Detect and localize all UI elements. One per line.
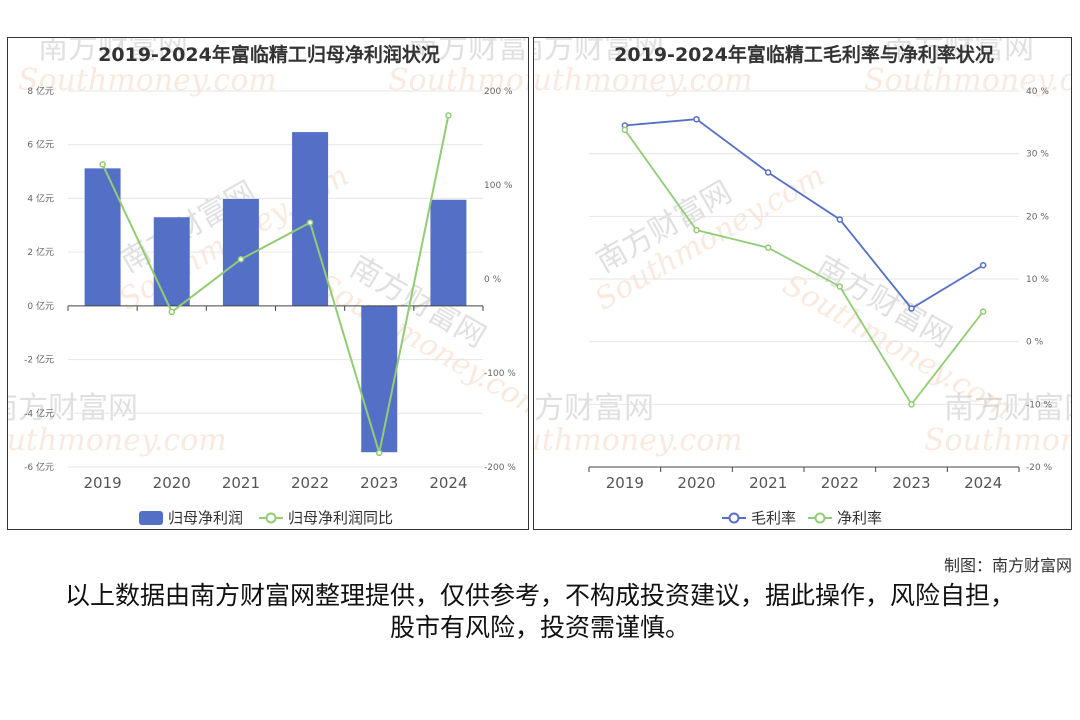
x-tick-label: 2021 [222,474,260,492]
legend-line-marker [265,512,277,524]
series-point-2024 [979,308,987,315]
legend-bar-swatch [139,511,163,525]
series-point-2019 [621,126,629,134]
right-axis-tick-label: 10 % [1026,275,1049,285]
series-point-2024 [979,261,987,269]
watermark-en: Southmoney.com [924,423,1072,458]
bar-2020 [153,217,190,306]
watermark-cn: 南方财富网 [408,38,529,66]
legend-net-marker [814,512,826,524]
series-line-毛利率 [624,118,984,310]
disclaimer-text: 以上数据由南方财富网整理提供，仅供参考，不构成投资建议，据此操作，风险自担，股市… [64,581,1015,642]
watermark-cn: 南方财富网 [944,391,1072,426]
bar-2022 [292,132,329,306]
right-axis-tick-label: -200 % [484,463,516,473]
left-axis-tick-label: -6 亿元 [24,461,54,473]
bar-2023 [361,305,398,453]
right-axis-tick-label: -100 % [484,369,516,379]
watermark-en: Southmoney.com [18,63,277,98]
left-axis-tick-label: 0 亿元 [27,300,54,312]
watermark-cn: 南方财富网 [884,38,1034,66]
x-tick-label: 2019 [83,474,121,492]
net-profit-chart: 南方财富网Southmoney.com南方财富网Southmoney.com南方… [8,38,529,527]
yoy-point-2019 [99,161,106,168]
right-axis-tick-label: 40 % [1026,87,1049,97]
legend-gross-label: 毛利率 [751,509,796,527]
x-tick-label: 2022 [821,474,859,492]
right-axis-tick-label: 20 % [1026,212,1049,222]
x-tick-label: 2020 [677,474,715,492]
legend-line-label: 归母净利润同比 [288,509,393,527]
yoy-point-2021 [237,256,245,263]
net-profit-chart-panel: 南方财富网Southmoney.com南方财富网Southmoney.com南方… [7,37,529,530]
series-point-2021 [764,169,772,176]
legend: 毛利率 净利率 [722,509,882,527]
left-axis-tick-label: 2 亿元 [27,246,54,258]
series-line-净利率 [624,129,984,406]
margin-chart-panel: 南方财富网Southmoney.com南方财富网Southmoney.com南方… [533,37,1072,530]
left-axis-tick-label: -2 亿元 [24,354,54,366]
yoy-point-2023 [376,449,383,457]
left-axis-tick-label: 8 亿元 [27,85,54,97]
legend-bar-label: 归母净利润 [168,509,243,527]
watermark-layer: 南方财富网Southmoney.com南方财富网Southmoney.com南方… [534,38,1072,458]
series-point-2023 [908,305,915,312]
right-axis-tick-label: -10 % [1026,400,1053,410]
legend: 归母净利润 归母净利润同比 [139,509,393,527]
series-point-2020 [693,226,700,234]
legend-net-label: 净利率 [837,509,882,527]
series-point-2020 [693,115,700,123]
right-axis-tick-label: 0 % [1026,338,1044,348]
left-axis-tick-label: 6 亿元 [27,139,54,151]
chart-title: 2019-2024年富临精工毛利率与净利率状况 [614,43,994,66]
left-axis-tick-label: -4 亿元 [24,407,54,419]
watermark-cn: 南方财富网 [38,38,188,66]
watermark-en: Southmoney.com [8,423,227,458]
x-tick-label: 2020 [153,474,191,492]
yoy-line [101,115,450,454]
watermark-cn: 南方财富网 [534,38,664,66]
watermark-cn: 南方财富网 [534,391,654,426]
x-tick-label: 2023 [892,474,930,492]
watermark-en: Southmoney.com [534,63,753,98]
right-axis-tick-label: 100 % [484,181,513,191]
x-tick-label: 2019 [606,474,644,492]
bar-2024 [430,199,467,306]
right-axis-tick-label: 200 % [484,87,513,97]
margin-chart: 南方财富网Southmoney.com南方财富网Southmoney.com南方… [534,38,1072,527]
yoy-point-2024 [445,112,452,119]
series-point-2022 [836,216,844,223]
x-tick-label: 2024 [429,474,467,492]
right-axis-tick-label: -20 % [1026,463,1053,473]
series-point-2023 [908,401,915,408]
series-point-2022 [836,283,844,290]
watermark-en: Southmoney.com [534,423,743,458]
chart-title: 2019-2024年富临精工归母净利润状况 [98,43,440,66]
yoy-point-2022 [306,219,314,226]
right-axis-tick-label: 0 % [484,275,502,285]
x-tick-label: 2021 [749,474,787,492]
right-axis-tick-label: 30 % [1026,150,1049,160]
x-tick-label: 2024 [964,474,1002,492]
series-point-2021 [764,244,772,251]
left-axis-tick-label: 4 亿元 [27,192,54,204]
watermark-cn: 南方财富网 [8,391,138,426]
chart-credit: 制图：南方财富网 [943,556,1072,575]
yoy-point-2020 [168,308,175,316]
x-tick-label: 2022 [291,474,329,492]
watermark-en: Southmoney.com [864,63,1072,98]
legend-gross-marker [728,512,740,524]
x-tick-label: 2023 [360,474,398,492]
watermark-en: Southmoney.com [388,63,529,98]
